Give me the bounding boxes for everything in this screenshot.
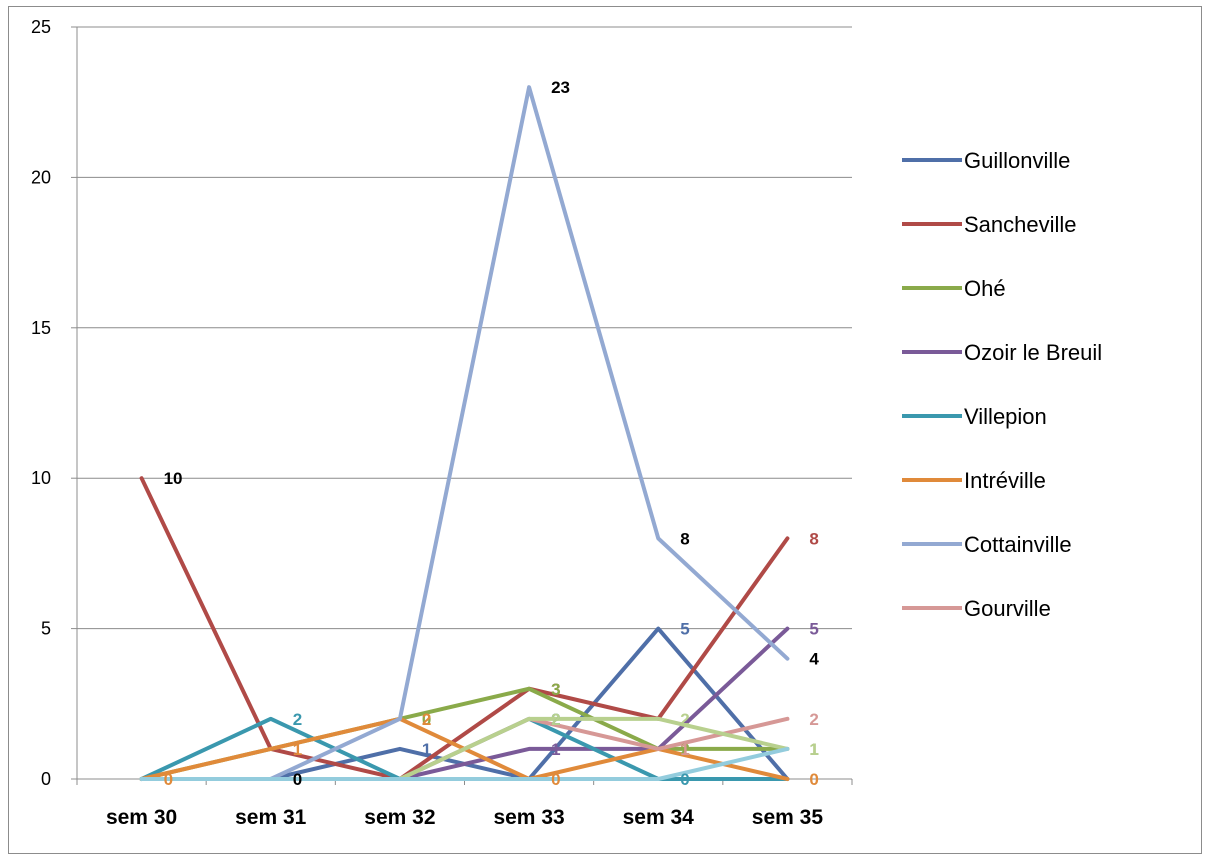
data-label: 1: [422, 740, 431, 759]
data-label: 1: [293, 740, 302, 759]
data-label: 1: [809, 740, 818, 759]
y-tick-label: 15: [31, 318, 51, 338]
data-label: 4: [809, 650, 819, 669]
data-label: 2: [680, 710, 689, 729]
data-label: 5: [680, 620, 689, 639]
data-label: 1: [551, 740, 560, 759]
data-label: 0: [809, 770, 818, 789]
data-label: 2: [551, 710, 560, 729]
data-label: 0: [164, 770, 173, 789]
y-tick-label: 25: [31, 17, 51, 37]
x-tick-label: sem 31: [235, 806, 307, 829]
data-label: 8: [680, 529, 689, 548]
data-label: 2: [551, 710, 560, 729]
data-label: 3: [551, 680, 560, 699]
legend-label: Gourville: [964, 596, 1051, 621]
data-label: 23: [551, 78, 570, 97]
x-axis-ticks: sem 30 sem 31 sem 32 sem 33 sem 34 sem 35: [106, 806, 823, 829]
data-label: 5: [809, 620, 818, 639]
data-label: 1: [680, 740, 689, 759]
y-tick-label: 5: [41, 619, 51, 639]
x-tick-label: sem 34: [623, 806, 695, 829]
data-label: 2: [680, 740, 689, 759]
legend-label: Villepion: [964, 404, 1047, 429]
legend-label: Sancheville: [964, 212, 1077, 237]
data-label: 0: [422, 710, 431, 729]
x-tick-label: sem 33: [493, 806, 564, 829]
data-label: 2: [809, 710, 818, 729]
data-label: 0: [551, 770, 560, 789]
data-label: 8: [809, 529, 818, 548]
data-label: 1: [680, 740, 689, 759]
y-tick-label: 20: [31, 167, 51, 187]
legend-label: Intréville: [964, 468, 1046, 493]
legend-label: Ohé: [964, 276, 1006, 301]
legend: Guillonville Sancheville Ohé Ozoir le Breui…: [902, 148, 1102, 621]
y-tick-label: 10: [31, 468, 51, 488]
legend-label: Guillonville: [964, 148, 1070, 173]
data-label: 0: [293, 770, 302, 789]
x-tick-label: sem 32: [364, 806, 435, 829]
data-label: 10: [164, 469, 183, 488]
x-tick-label: sem 30: [106, 806, 177, 829]
legend-label: Ozoir le Breuil: [964, 340, 1102, 365]
series-lines: [139, 85, 790, 781]
gridlines: [71, 26, 853, 785]
data-label: 1: [809, 740, 818, 759]
data-label: 0: [680, 770, 689, 789]
y-axis-ticks: 0 5 10 15 20 25: [31, 17, 51, 789]
series-line-sancheville: [139, 476, 790, 781]
series-line-unnamed-9: [139, 746, 790, 781]
legend-label: Cottainville: [964, 532, 1072, 557]
data-label: 2: [422, 710, 431, 729]
y-tick-label: 0: [41, 769, 51, 789]
chart-frame: 0 5 10 15 20 25 sem 30 sem 31 sem 32 sem 33 sem 3…: [8, 6, 1202, 854]
data-label: 3: [551, 680, 560, 699]
data-label: 2: [293, 710, 302, 729]
x-tick-label: sem 35: [752, 806, 824, 829]
